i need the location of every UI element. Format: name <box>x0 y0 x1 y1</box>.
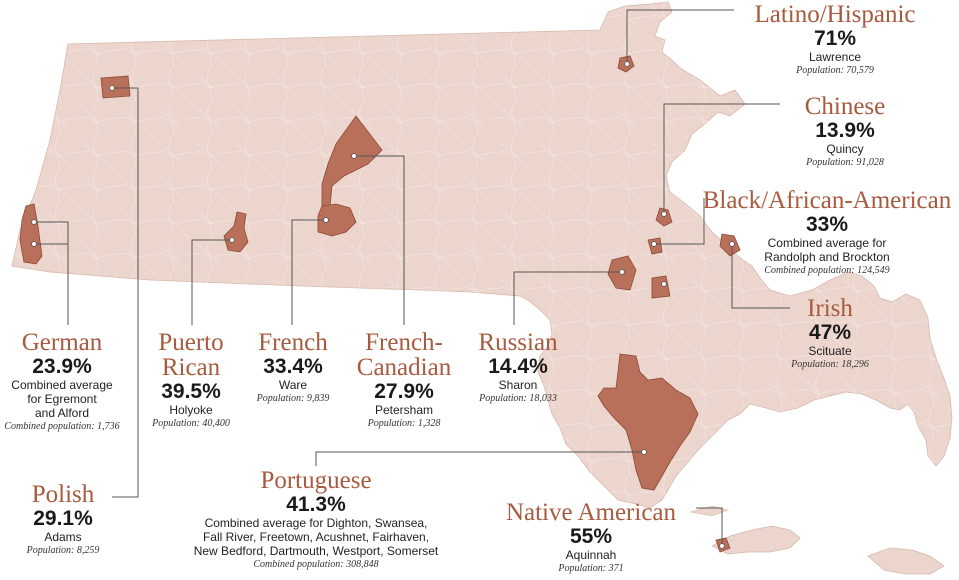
leader-black <box>654 198 705 245</box>
place-name: Quincy <box>826 142 864 156</box>
label-french: French 33.4% Ware Population: 9,839 <box>246 330 340 405</box>
leader-irish <box>731 244 790 309</box>
marker-ware <box>323 217 329 223</box>
percent-value: 29.1% <box>33 507 93 530</box>
place-name: Sharon <box>498 378 538 392</box>
population-text: Population: 9,839 <box>256 393 330 404</box>
leader-russian <box>513 271 622 325</box>
marker-aquinnah <box>719 543 725 549</box>
ethnicity-name: Black/African-American <box>702 187 952 214</box>
population-text: Population: 70,579 <box>796 65 874 76</box>
town-ware <box>317 203 357 237</box>
ethnicity-name: French- Canadian <box>356 329 452 381</box>
town-brockton <box>651 275 671 299</box>
ethnicity-name: Russian <box>478 329 558 356</box>
marker-petersham <box>351 153 357 159</box>
marker-alford <box>31 241 37 247</box>
town-adams <box>100 75 131 99</box>
place-name: Combined average for Randolph and Brockt… <box>764 236 890 264</box>
label-french-canadian: French- Canadian 27.9% Petersham Populat… <box>348 330 460 430</box>
leader-french <box>291 219 326 325</box>
place-name: Petersham <box>374 403 434 417</box>
place-name: Combined average for Dighton, Swansea, F… <box>193 516 439 558</box>
marker-quincy <box>661 211 667 217</box>
ethnicity-name: Portuguese <box>260 467 372 494</box>
percent-value: 23.9% <box>32 355 92 378</box>
label-puerto-rican: Puerto Rican 39.5% Holyoke Population: 4… <box>136 330 246 430</box>
percent-value: 71% <box>813 27 857 50</box>
leader-native-american <box>696 507 723 546</box>
label-polish: Polish 29.1% Adams Population: 8,259 <box>8 482 118 557</box>
population-text: Population: 371 <box>558 563 624 574</box>
population-text: Population: 40,400 <box>152 418 230 429</box>
ethnicity-name: French <box>258 329 328 356</box>
place-name: Adams <box>44 530 82 544</box>
ethnicity-name: Irish <box>807 295 853 322</box>
population-text: Population: 18,033 <box>479 393 557 404</box>
label-black-african-american: Black/African-American 33% Combined aver… <box>696 188 958 277</box>
population-text: Population: 1,328 <box>367 418 441 429</box>
ethnicity-name: Puerto Rican <box>158 329 224 381</box>
place-name: Scituate <box>808 344 852 358</box>
label-irish: Irish 47% Scituate Population: 18,296 <box>770 296 890 371</box>
marker-brockton <box>661 281 667 287</box>
nantucket-island <box>867 547 945 575</box>
label-latino-hispanic: Latino/Hispanic 71% Lawrence Population:… <box>720 2 950 77</box>
marker-sharon <box>619 269 625 275</box>
ethnicity-name: Polish <box>31 481 95 508</box>
marker-adams <box>109 85 115 91</box>
leader-german <box>34 221 69 325</box>
population-text: Combined population: 308,848 <box>253 559 379 570</box>
ethnicity-name: Chinese <box>804 93 886 120</box>
population-text: Population: 8,259 <box>26 545 100 556</box>
ethnicity-name: Latino/Hispanic <box>754 1 916 28</box>
marker-randolph <box>651 241 657 247</box>
marthas-vineyard-island <box>711 525 801 555</box>
marker-lawrence <box>624 61 630 67</box>
percent-value: 47% <box>808 321 852 344</box>
leader-chinese <box>663 103 780 214</box>
place-name: Lawrence <box>808 50 862 64</box>
percent-value: 14.4% <box>488 355 548 378</box>
ethnicity-name: German <box>21 329 103 356</box>
place-name: Aquinnah <box>565 548 617 562</box>
label-portuguese: Portuguese 41.3% Combined average for Di… <box>178 468 454 571</box>
percent-value: 41.3% <box>286 493 346 516</box>
leader-latino <box>626 9 734 64</box>
label-russian: Russian 14.4% Sharon Population: 18,033 <box>466 330 570 405</box>
population-text: Population: 18,296 <box>791 359 869 370</box>
place-name: Holyoke <box>169 403 213 417</box>
population-text: Population: 91,028 <box>806 157 884 168</box>
marker-egremont <box>31 219 37 225</box>
marker-portuguese <box>641 449 647 455</box>
marker-holyoke <box>229 237 235 243</box>
ethnicity-name: Native American <box>505 499 677 526</box>
percent-value: 33.4% <box>263 355 323 378</box>
population-text: Combined population: 124,549 <box>764 265 890 276</box>
percent-value: 27.9% <box>374 380 434 403</box>
label-chinese: Chinese 13.9% Quincy Population: 91,028 <box>755 94 935 169</box>
town-egremont-alford <box>19 203 43 265</box>
place-name: Ware <box>278 378 308 392</box>
leader-portuguese <box>315 451 644 466</box>
label-german: German 23.9% Combined average for Egremo… <box>0 330 124 433</box>
town-holyoke <box>223 211 249 253</box>
population-text: Combined population: 1,736 <box>4 421 120 432</box>
percent-value: 33% <box>805 213 849 236</box>
label-native-american: Native American 55% Aquinnah Population:… <box>482 500 700 575</box>
leader-polish <box>112 87 139 498</box>
percent-value: 55% <box>569 525 613 548</box>
place-name: Combined average for Egremont and Alford <box>11 378 113 420</box>
town-portuguese-region <box>597 353 699 491</box>
percent-value: 39.5% <box>161 380 221 403</box>
leader-french-canadian <box>354 155 405 325</box>
town-quincy <box>655 207 673 227</box>
leader-puerto-rican <box>191 239 232 325</box>
percent-value: 13.9% <box>815 119 875 142</box>
marker-scituate <box>729 241 735 247</box>
